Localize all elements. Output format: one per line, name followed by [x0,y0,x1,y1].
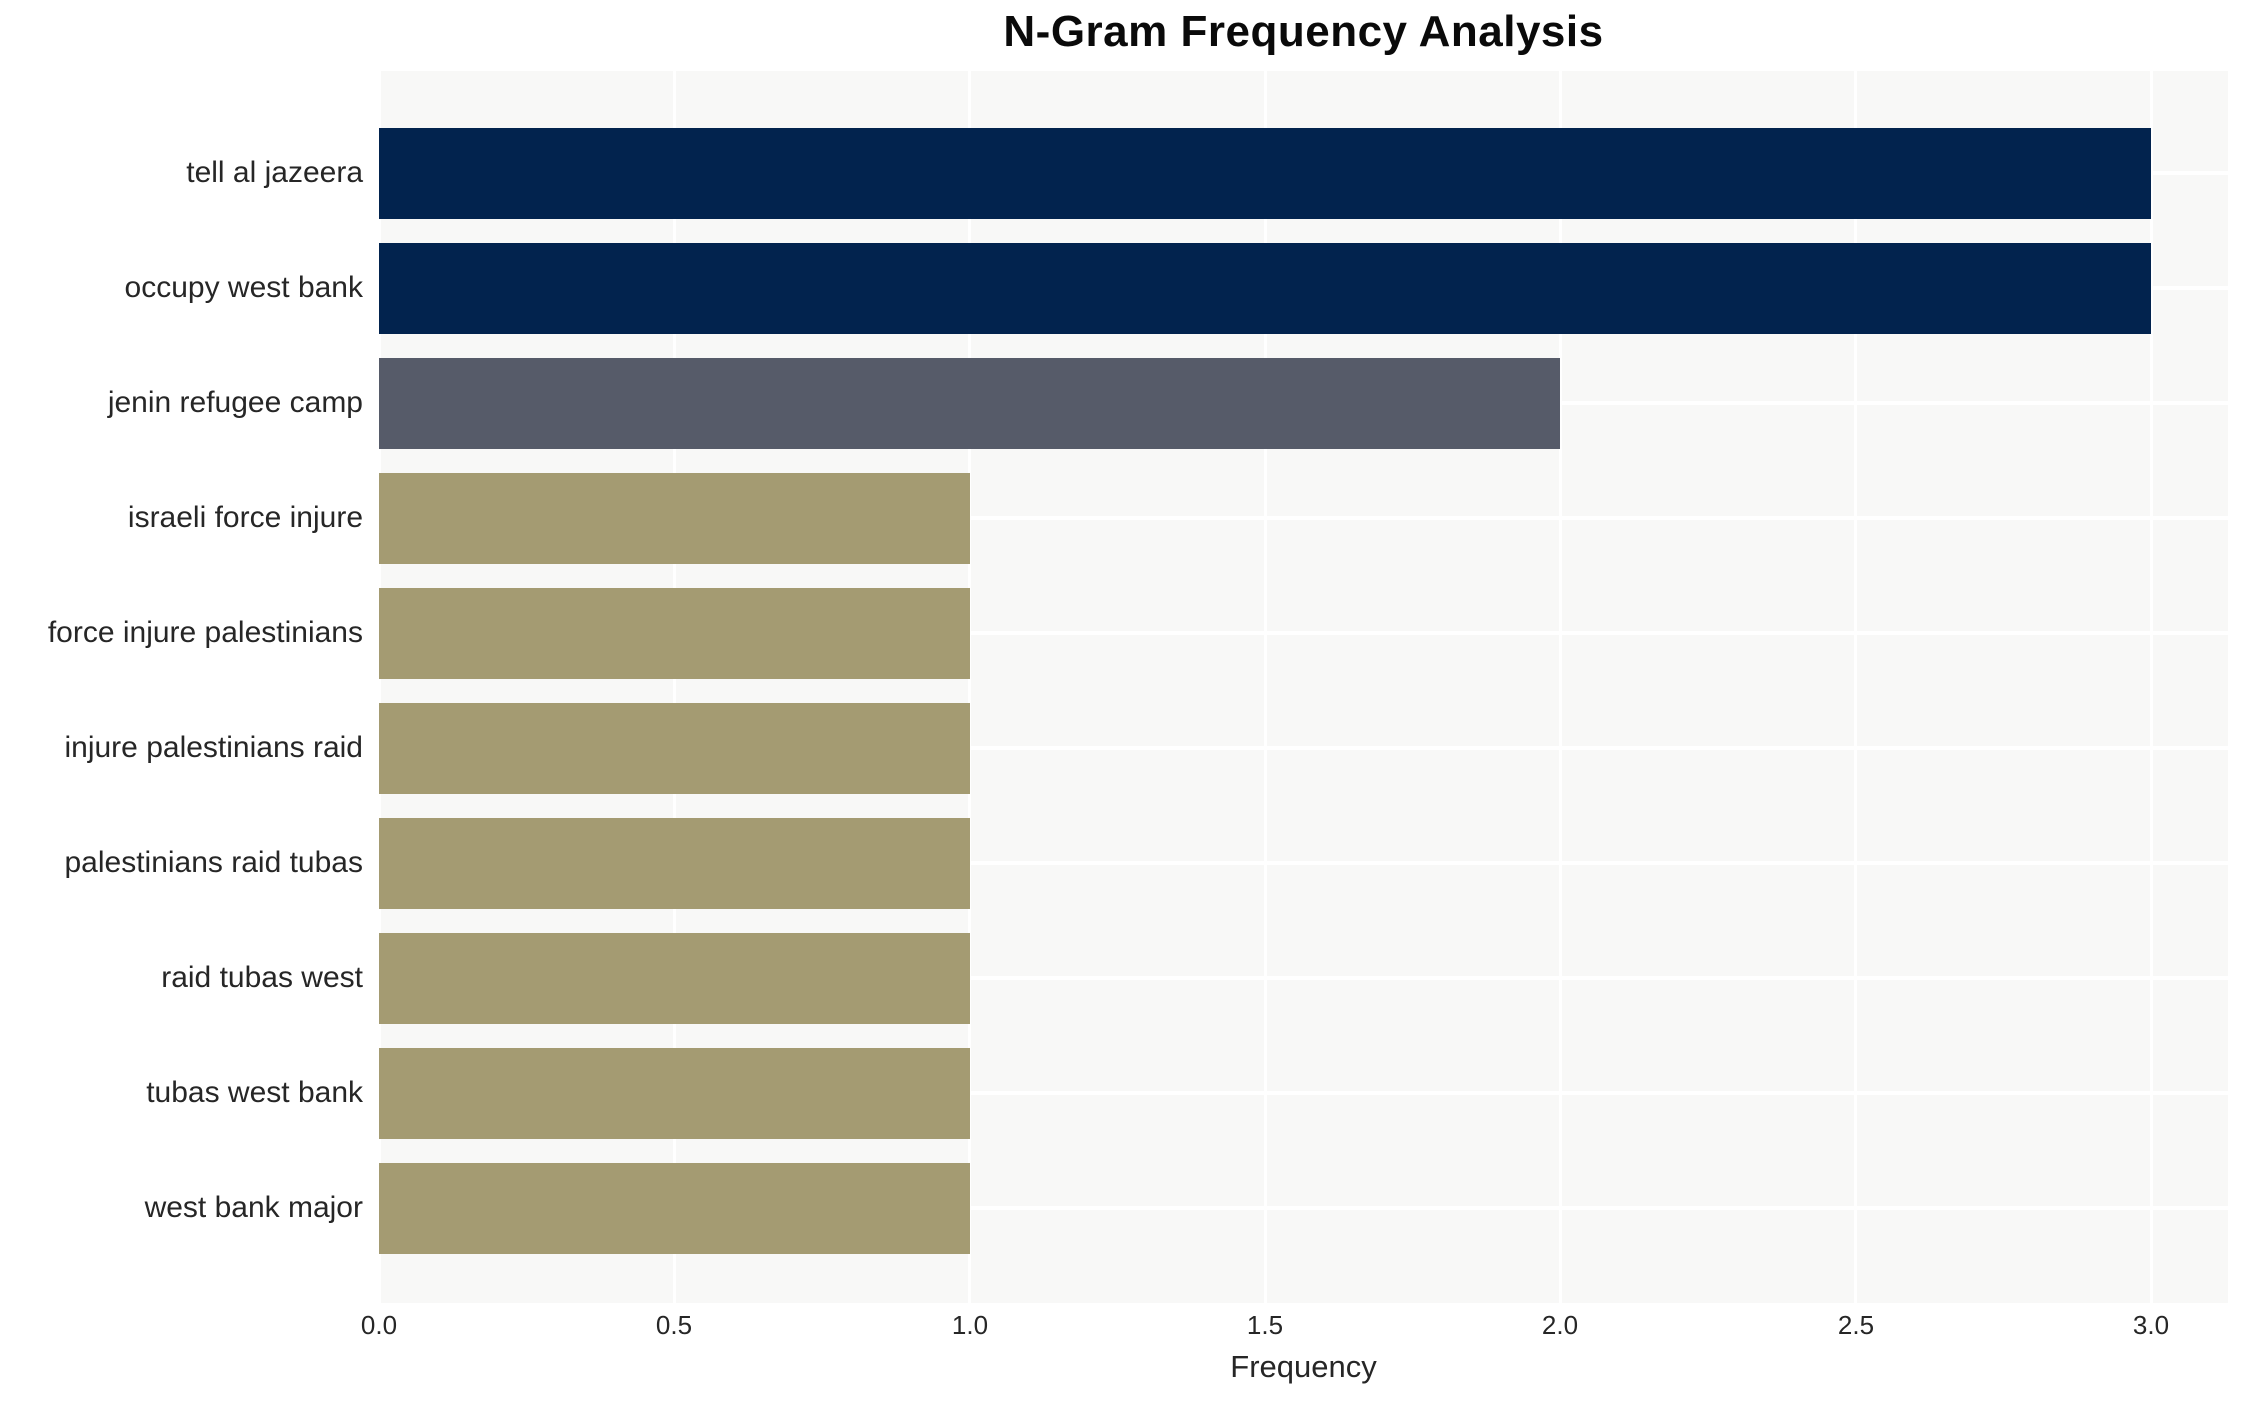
bar [379,472,970,564]
bar [379,817,970,909]
y-axis-label: raid tubas west [161,961,363,994]
y-axis-label: force injure palestinians [47,616,363,649]
y-axis-label: injure palestinians raid [64,731,363,764]
vertical-gridline [1264,71,1267,1303]
x-tick-label: 0.0 [360,1310,398,1340]
horizontal-gridline [379,1206,2228,1210]
y-axis-label: tubas west bank [146,1076,363,1109]
y-axis-label: palestinians raid tubas [64,846,363,879]
plot-area [378,71,2228,1303]
horizontal-gridline [379,516,2228,520]
bar [379,587,970,679]
vertical-gridline [1854,71,1857,1303]
x-tick-label: 1.0 [951,1310,989,1340]
vertical-gridline [2150,71,2153,1303]
x-axis-title: Frequency [1230,1349,1377,1384]
chart-title: N-Gram Frequency Analysis [1003,7,1604,56]
vertical-gridline [1559,71,1562,1303]
y-axis-label: israeli force injure [127,501,363,534]
horizontal-gridline [379,1091,2228,1095]
vertical-gridline [378,71,381,1303]
bar [379,242,2151,334]
x-tick-label: 2.5 [1837,1310,1875,1340]
x-tick-label: 1.5 [1246,1310,1284,1340]
horizontal-gridline [379,631,2228,635]
x-tick-label: 2.0 [1541,1310,1579,1340]
bar [379,1162,970,1254]
horizontal-gridline [379,746,2228,750]
x-tick-label: 3.0 [2132,1310,2170,1340]
y-axis-label: occupy west bank [124,271,363,304]
y-axis-label: tell al jazeera [186,156,363,189]
horizontal-gridline [379,861,2228,865]
bar [379,1047,970,1139]
y-axis-label: jenin refugee camp [107,386,363,419]
vertical-gridline [673,71,676,1303]
vertical-gridline [968,71,971,1303]
bar [379,127,2151,219]
horizontal-gridline [379,976,2228,980]
x-tick-label: 0.5 [655,1310,693,1340]
bar [379,702,970,794]
y-axis-label: west bank major [144,1191,363,1224]
bar [379,932,970,1024]
bar [379,357,1560,449]
